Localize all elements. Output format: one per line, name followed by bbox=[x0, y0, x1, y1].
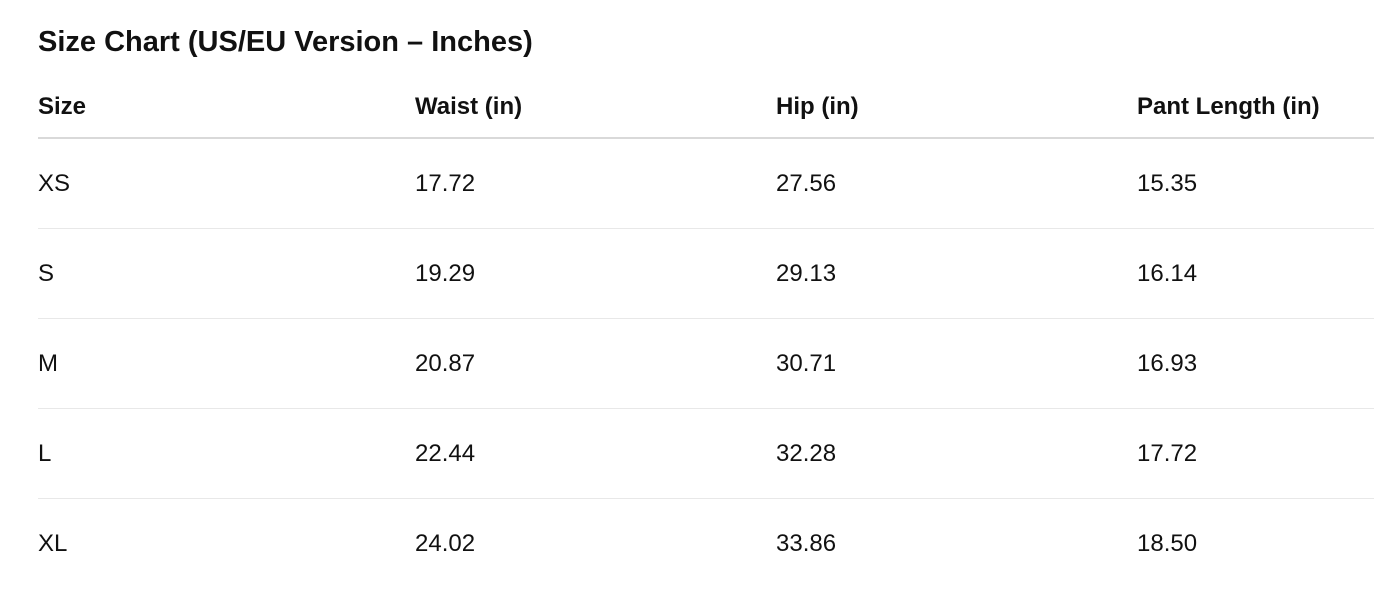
title: Size Chart (US/EU Version – Inches) bbox=[38, 26, 533, 58]
measure-cell: 27.56 bbox=[776, 138, 1137, 229]
header-row: Size Waist (in) Hip (in) Pant Length (in) bbox=[38, 76, 1374, 139]
measure-cell: 32.28 bbox=[776, 408, 1137, 499]
table-row: XS 17.72 27.56 15.35 bbox=[38, 138, 1374, 229]
table-row: S 19.29 29.13 16.14 bbox=[38, 228, 1374, 319]
size-cell: S bbox=[38, 228, 415, 319]
measure-cell: 18.50 bbox=[1137, 529, 1198, 557]
measure-cell: 29.13 bbox=[776, 228, 1137, 319]
measure-cell: 24.02 bbox=[415, 529, 476, 557]
size-cell: L bbox=[38, 408, 415, 499]
size-table: Size Waist (in) Hip (in) Pant Length (in) X… bbox=[38, 76, 1374, 588]
size-cell: M bbox=[38, 318, 415, 409]
measure-cell: 17.72 bbox=[415, 138, 776, 229]
measure-cell: 17.72 bbox=[1137, 408, 1374, 499]
measure-cell: 16.93 bbox=[1137, 318, 1374, 409]
measure-cell: 16.14 bbox=[1137, 228, 1374, 319]
measure-cell: 30.71 bbox=[776, 318, 1137, 409]
table-body: XS 17.72 27.56 15.35 S 19.29 29.13 16.14 M 20.87 3… bbox=[38, 138, 1374, 588]
size-cell: XL bbox=[38, 529, 68, 557]
table-row: L 22.44 32.28 17.72 bbox=[38, 408, 1374, 499]
column-header: Waist (in) bbox=[415, 76, 776, 139]
measure-cell: 33.86 bbox=[776, 529, 837, 557]
measure-cell: 22.44 bbox=[415, 408, 776, 499]
column-header: Pant Length (in) bbox=[1137, 76, 1374, 139]
table-row: M 20.87 30.71 16.93 bbox=[38, 318, 1374, 409]
table-head: Size Waist (in) Hip (in) Pant Length (in) bbox=[38, 76, 1374, 139]
column-header: Hip (in) bbox=[776, 76, 1137, 139]
measure-cell: 15.35 bbox=[1137, 138, 1374, 229]
measure-cell: 19.29 bbox=[415, 228, 776, 319]
column-header: Size bbox=[38, 76, 415, 139]
size-cell: XS bbox=[38, 138, 415, 229]
table-row: XL 24.02 33.86 18.50 bbox=[38, 499, 1374, 589]
measure-cell: 20.87 bbox=[415, 318, 776, 409]
